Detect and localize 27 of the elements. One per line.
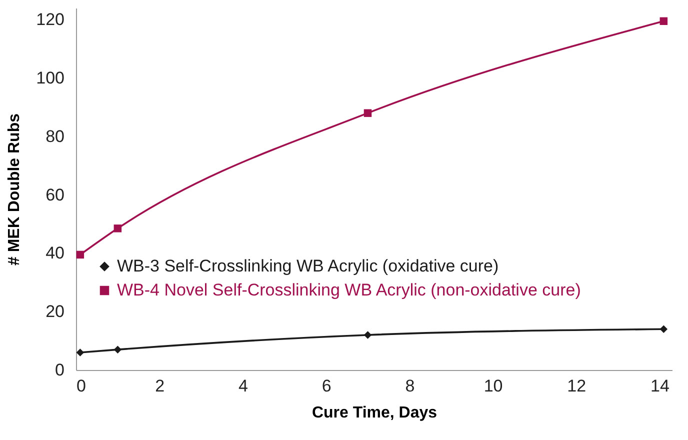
- point: [364, 331, 372, 339]
- point: [660, 325, 668, 333]
- point: [660, 17, 668, 26]
- y-tick-label: 0: [55, 360, 64, 380]
- y-axis-title: # MEK Double Rubs: [6, 113, 24, 266]
- y-tick-label: 40: [46, 244, 64, 263]
- x-axis-title: Cure Time, Days: [312, 404, 438, 422]
- x-tick-label: 8: [405, 376, 415, 396]
- y-tick-label: 60: [46, 185, 64, 204]
- x-tick-label: 10: [484, 376, 503, 396]
- legend-label: WB-4 Novel Self-Crosslinking WB Acrylic (non-oxidative cure): [117, 280, 581, 300]
- y-tick-label: 120: [36, 10, 64, 30]
- point: [114, 224, 122, 232]
- x-tick-label: 2: [155, 376, 165, 396]
- x-tick-label: 14: [650, 376, 670, 396]
- point: [364, 109, 372, 117]
- x-tick-label: 12: [567, 376, 586, 396]
- y-tick-label: 80: [46, 126, 64, 146]
- x-tick-label: 4: [238, 376, 248, 396]
- y-tick-label: 100: [36, 68, 64, 88]
- x-tick-label: 0: [76, 376, 86, 396]
- point: [76, 250, 84, 259]
- point: [76, 348, 84, 356]
- x-tick-label: 6: [322, 376, 332, 396]
- point: [114, 346, 122, 354]
- y-tick-label: 20: [46, 302, 64, 322]
- legend-label: WB-3 Self-Crosslinking WB Acrylic (oxidative cure): [117, 256, 499, 276]
